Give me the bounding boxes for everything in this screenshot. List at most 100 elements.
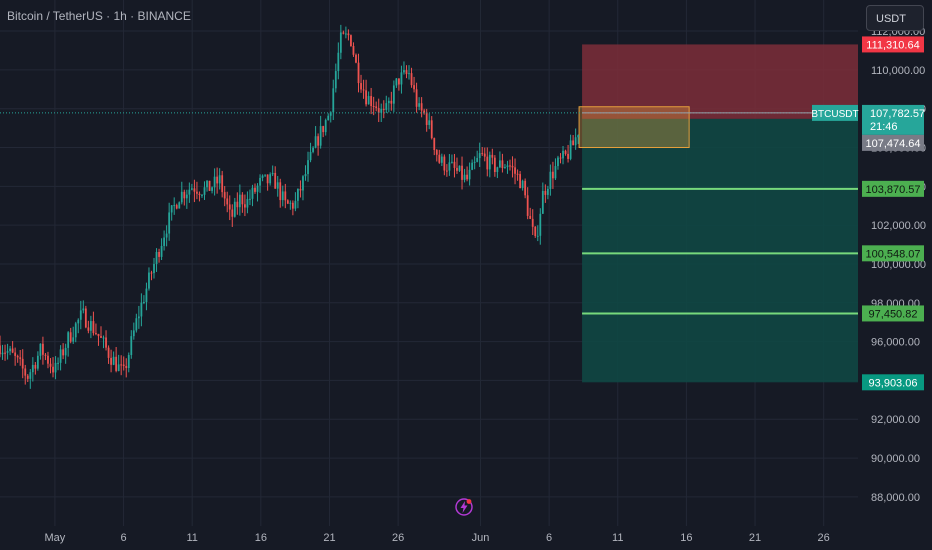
candle-body xyxy=(403,70,405,73)
candle-body xyxy=(516,173,519,175)
candle-body xyxy=(140,302,143,317)
candle-body xyxy=(69,332,72,342)
candle-body xyxy=(324,120,327,133)
candle-body xyxy=(536,235,539,237)
candle-body xyxy=(456,167,458,171)
candle-body xyxy=(254,187,256,192)
candle-body xyxy=(334,71,337,89)
candle-body xyxy=(491,154,494,158)
x-tick-label: 6 xyxy=(120,532,126,544)
candle-body xyxy=(398,78,400,85)
candle-body xyxy=(453,161,456,168)
lightning-bolt-icon[interactable] xyxy=(454,497,474,517)
candle-body xyxy=(143,302,145,304)
candle-body xyxy=(79,310,82,320)
candle-body xyxy=(122,364,125,367)
candle-body xyxy=(488,154,491,170)
candle-body xyxy=(137,316,140,319)
candle-body xyxy=(377,108,380,113)
candle-body xyxy=(188,189,191,195)
candle-body xyxy=(107,347,110,358)
candle-body xyxy=(309,151,312,161)
candle-body xyxy=(445,170,448,172)
y-tick-label: 92,000.00 xyxy=(871,414,920,426)
candle-body xyxy=(299,188,302,191)
x-tick-label: May xyxy=(45,532,66,544)
candle-body xyxy=(312,147,314,152)
candle-body xyxy=(468,169,471,180)
candle-body xyxy=(443,156,446,171)
candle-body xyxy=(504,167,506,169)
candle-body xyxy=(24,368,27,376)
target-3-badge: 97,450.82 xyxy=(869,308,918,320)
candle-body xyxy=(145,288,148,303)
candle-body xyxy=(196,191,198,194)
last-price-badge: 107,782.57 xyxy=(870,108,925,120)
candle-body xyxy=(317,136,320,146)
candle-body xyxy=(59,349,62,363)
candle-body xyxy=(425,112,428,125)
candle-body xyxy=(511,165,514,168)
candle-body xyxy=(297,188,299,201)
candle-body xyxy=(519,174,522,189)
candle-body xyxy=(241,194,244,205)
candle-body xyxy=(370,96,373,107)
candle-body xyxy=(256,185,259,192)
candle-body xyxy=(483,153,486,157)
candle-body xyxy=(347,33,350,36)
candle-body xyxy=(190,188,193,190)
candle-body xyxy=(350,35,352,47)
x-tick-label: Jun xyxy=(472,532,490,544)
y-tick-label: 96,000.00 xyxy=(871,337,920,349)
candle-body xyxy=(473,161,476,163)
symbol-title[interactable]: Bitcoin / TetherUS · 1h · BINANCE xyxy=(7,9,191,23)
candle-body xyxy=(246,199,249,208)
candle-body xyxy=(168,212,171,234)
candle-body xyxy=(286,200,289,204)
candle-body xyxy=(284,191,287,201)
candle-body xyxy=(105,337,107,348)
candle-body xyxy=(562,150,564,159)
candle-body xyxy=(496,167,499,173)
candle-body xyxy=(569,140,572,159)
candle-body xyxy=(392,85,395,104)
target-2-badge-bg xyxy=(862,245,924,262)
candle-body xyxy=(120,364,123,366)
candle-body xyxy=(74,323,77,338)
candle-body xyxy=(279,182,282,201)
time-axis-panel xyxy=(0,526,932,550)
candle-body xyxy=(564,150,567,154)
y-tick-label: 110,000.00 xyxy=(871,65,925,77)
candle-body xyxy=(390,100,393,104)
candle-body xyxy=(233,201,236,217)
candle-body xyxy=(226,198,229,205)
candle-body xyxy=(19,357,22,359)
candle-body xyxy=(170,205,173,213)
candle-body xyxy=(201,194,203,196)
candle-body xyxy=(264,174,266,176)
candle-body xyxy=(567,153,569,159)
time-axis[interactable]: May 6 11 16 21 26 Jun 6 11 16 21 26 xyxy=(0,526,932,550)
candle-body xyxy=(539,213,542,236)
final-target-badge-bg xyxy=(862,374,924,391)
candle-body xyxy=(291,202,294,209)
candle-body xyxy=(327,115,330,121)
candle-body xyxy=(499,160,501,168)
candle-body xyxy=(463,174,466,180)
candle-body xyxy=(478,153,481,158)
candle-body xyxy=(372,106,375,108)
candle-body xyxy=(269,174,272,184)
candle-body xyxy=(471,162,474,170)
price-axis[interactable]: 88,000.0090,000.0092,000.0094,000.0096,0… xyxy=(858,0,932,550)
candle-body xyxy=(26,375,29,379)
candle-body xyxy=(112,356,115,365)
symbol-tag: BTCUSDT xyxy=(811,109,858,120)
candle-body xyxy=(332,88,335,113)
candle-body xyxy=(554,166,557,179)
currency-button[interactable]: USDT xyxy=(866,5,924,31)
candle-body xyxy=(428,120,431,125)
candle-body xyxy=(410,73,413,86)
candle-body xyxy=(54,362,57,373)
candle-body xyxy=(206,180,208,188)
